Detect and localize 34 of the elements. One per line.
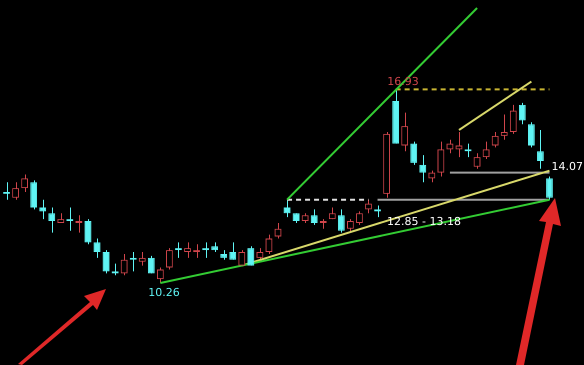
candlestick	[166, 248, 173, 270]
candlestick	[546, 176, 553, 200]
candlestick	[500, 114, 508, 140]
candlestick	[39, 199, 46, 220]
candlestick	[284, 199, 290, 218]
candlestick	[410, 141, 418, 166]
candlestick	[419, 154, 426, 183]
candlestick	[102, 250, 110, 274]
candlestick	[320, 218, 327, 230]
candlestick	[211, 242, 218, 253]
candlestick	[338, 208, 345, 234]
candlestick	[401, 112, 408, 152]
text: 10.26	[148, 286, 180, 299]
candlestick	[57, 212, 64, 224]
candlestick	[229, 242, 236, 260]
candlestick	[220, 250, 228, 260]
candlestick	[310, 208, 318, 226]
candlestick	[437, 141, 444, 177]
candlestick	[528, 122, 535, 148]
candlestick	[456, 131, 462, 158]
candlestick	[76, 214, 82, 234]
annotation: 14.07	[552, 160, 583, 173]
candlestick	[537, 130, 544, 170]
candlestick	[266, 234, 272, 254]
candlestick	[510, 104, 517, 134]
candlestick	[518, 102, 526, 125]
candlestick	[184, 242, 191, 258]
candlestick	[30, 180, 38, 210]
candlestick	[148, 255, 155, 274]
candlestick	[238, 250, 246, 266]
candlestick	[48, 206, 56, 234]
candlestick	[247, 246, 254, 266]
candlestick	[120, 253, 128, 276]
candlestick	[84, 218, 92, 245]
